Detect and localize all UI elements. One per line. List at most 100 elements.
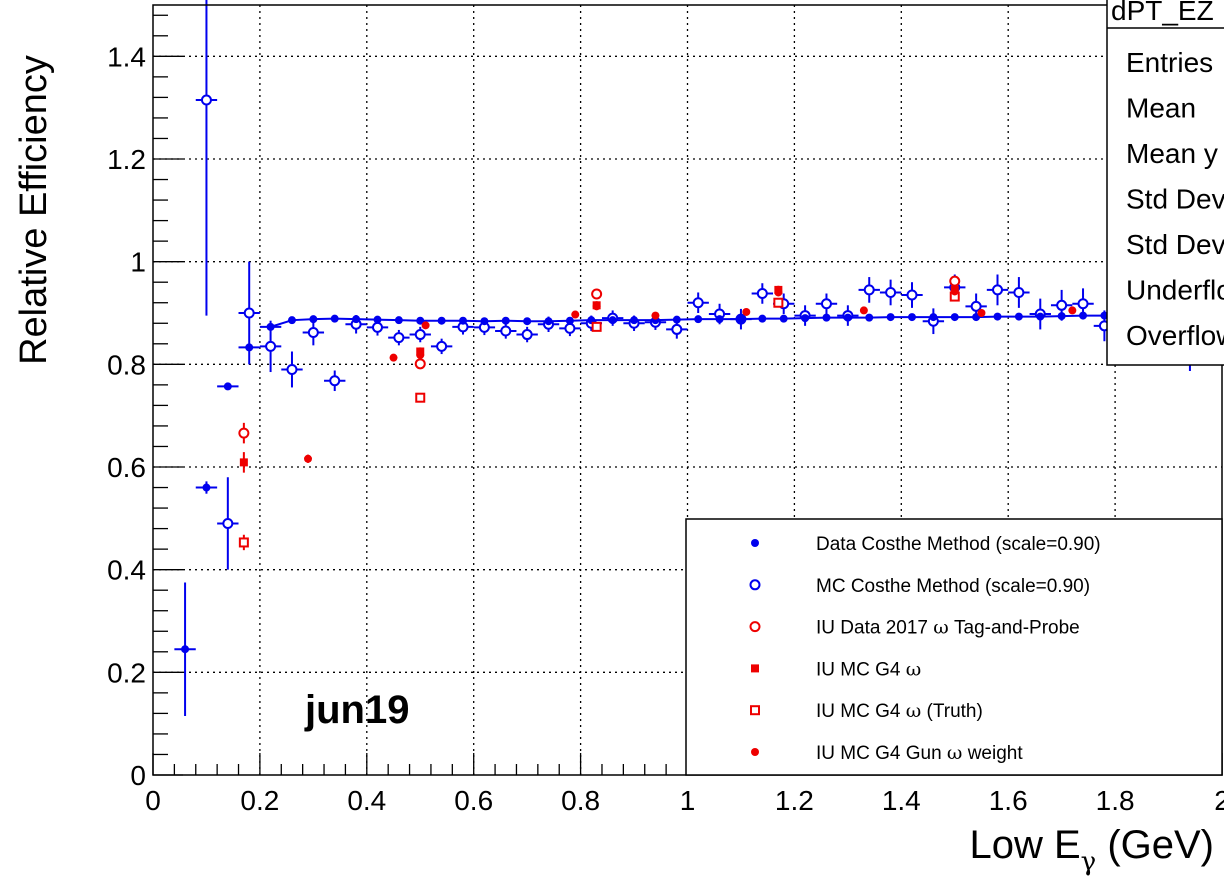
stats-box-frame (1106, 0, 1224, 366)
series-2 (238, 275, 961, 444)
x-tick-label: 1.6 (989, 785, 1028, 816)
series-1 (195, 0, 1222, 570)
data-point (243, 307, 255, 319)
data-point (394, 316, 403, 325)
data-point (265, 340, 277, 352)
legend-label: IU MC G4 Gun ω weight (816, 742, 1023, 764)
data-point (756, 287, 768, 299)
data-point (501, 316, 510, 325)
data-point (608, 316, 617, 325)
data-point (885, 286, 897, 298)
data-point (742, 307, 751, 316)
stats-box-label: Mean (1126, 93, 1196, 124)
data-point (671, 323, 683, 335)
data-point (949, 275, 961, 287)
x-axis-title-text: Low Eγ (GeV) (969, 823, 1214, 877)
y-tick-label: 0.4 (107, 555, 146, 586)
data-point (630, 316, 639, 325)
data-point (977, 309, 986, 317)
legend-frame (685, 518, 1223, 776)
data-point (414, 358, 426, 370)
stats-box-label: Overflow (1126, 320, 1224, 351)
stats-box-label: Mean y (1126, 138, 1218, 169)
y-tick-label: 0 (130, 760, 146, 791)
data-point (222, 517, 234, 529)
data-point (886, 313, 895, 322)
data-point (859, 306, 868, 315)
data-point (523, 317, 532, 326)
series-0 (174, 311, 1130, 716)
data-point (1068, 306, 1077, 315)
data-point (929, 313, 938, 322)
data-point (1056, 299, 1068, 311)
data-point (564, 322, 576, 334)
annotation-text: jun19 (304, 688, 409, 732)
stats-box: dPT_EZ Entries Mean Mean y Std Dev Std Dev y U… (1106, 0, 1224, 366)
data-point (758, 314, 767, 323)
legend-label: IU Data 2017 ω Tag-and-Probe (816, 617, 1080, 639)
legend-marker (750, 705, 760, 716)
data-point (389, 353, 398, 362)
data-point (571, 310, 580, 319)
legend-marker (749, 621, 761, 633)
x-tick-label: 0.8 (561, 785, 600, 816)
data-point (223, 382, 232, 391)
data-point (415, 392, 426, 403)
data-point (715, 315, 724, 324)
data-point (416, 351, 425, 360)
x-tick-label: 0 (145, 785, 161, 816)
data-point (736, 315, 745, 324)
x-axis-title: Low Eγ (GeV) (969, 823, 1214, 877)
data-point (843, 313, 852, 322)
data-point (774, 288, 783, 297)
data-point (416, 316, 425, 325)
legend-marker (751, 748, 759, 756)
legend-label: Data Costhe Method (scale=0.90) (816, 534, 1101, 555)
x-tick-label: 0.6 (454, 785, 493, 816)
data-point (304, 454, 313, 463)
legend-marker (751, 664, 759, 673)
data-point (820, 298, 832, 310)
y-tick-label: 0.6 (107, 452, 146, 483)
data-point (906, 289, 918, 301)
data-point (393, 332, 405, 344)
legend-label: IU MC G4 ω (816, 658, 921, 680)
data-point (950, 313, 959, 322)
data-point (591, 321, 602, 332)
data-point (801, 314, 810, 323)
data-point (200, 94, 212, 106)
x-tick-label: 1.4 (882, 785, 921, 816)
data-point (544, 317, 553, 326)
legend-marker (751, 539, 759, 547)
series-layer (174, 0, 1222, 716)
data-point (421, 321, 430, 330)
data-point (865, 313, 874, 322)
y-tick-label: 1.4 (107, 41, 146, 72)
data-point (287, 316, 296, 325)
y-tick-label: 1.2 (107, 144, 146, 175)
stats-box-label: Underflow (1126, 275, 1224, 306)
data-point (371, 321, 383, 333)
data-point (651, 311, 660, 320)
data-point (1057, 312, 1066, 321)
stats-box-label: Entries (1126, 47, 1213, 78)
stats-box-label: Std Dev (1126, 184, 1224, 215)
data-point (521, 329, 533, 341)
data-point (1013, 286, 1025, 298)
legend-marker (749, 579, 761, 591)
data-point (352, 315, 361, 324)
data-point (993, 312, 1002, 321)
data-point (1079, 311, 1088, 320)
legend-label: IU MC G4 ω (Truth) (816, 700, 983, 722)
y-axis-title: Relative Efficiency (13, 55, 55, 365)
data-point (373, 315, 382, 324)
x-tick-label: 0.2 (240, 785, 279, 816)
data-point (773, 297, 784, 308)
stats-box-label: Std Dev y (1126, 229, 1224, 260)
data-point (437, 316, 446, 325)
data-point (480, 317, 489, 326)
data-point (565, 316, 574, 325)
y-tick-label: 1 (130, 247, 146, 278)
data-point (672, 315, 681, 324)
